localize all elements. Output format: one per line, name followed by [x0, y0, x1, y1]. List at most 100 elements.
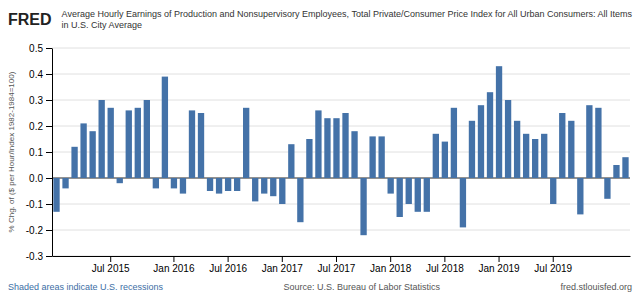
bar: [360, 178, 366, 235]
y-tick-label: -0.3: [26, 251, 44, 262]
grid-line: [52, 48, 630, 49]
x-tick-label: Jul 2015: [92, 263, 130, 274]
x-tick-mark: [553, 256, 554, 262]
x-tick-label: Jul 2019: [534, 263, 572, 274]
bar: [460, 178, 466, 227]
bar: [369, 136, 375, 178]
bar: [568, 121, 574, 178]
y-tick-mark: [46, 230, 52, 231]
y-tick: 0.4: [29, 69, 52, 80]
x-axis: Jul 2015Jan 2016Jul 2016Jan 2017Jul 2017…: [53, 256, 631, 274]
bar: [514, 121, 520, 178]
bar: [523, 134, 529, 178]
annotation: fred.stlouisfed.org: [560, 282, 632, 292]
bar: [162, 77, 168, 178]
bar: [550, 178, 556, 204]
bar: [153, 178, 159, 188]
x-tick-mark: [336, 256, 337, 262]
x-tick-label: Jul 2016: [209, 263, 247, 274]
bar: [180, 178, 186, 194]
x-tick: Jul 2019: [534, 256, 572, 274]
bar: [487, 92, 493, 178]
x-tick-label: Jan 2017: [262, 263, 304, 274]
y-tick-mark: [46, 100, 52, 101]
bar: [126, 110, 132, 178]
bar: [279, 178, 285, 204]
y-tick-label: 0.1: [29, 147, 43, 158]
bar: [424, 178, 430, 212]
y-tick-mark: [46, 48, 52, 49]
x-tick-mark: [499, 256, 500, 262]
bar: [342, 113, 348, 178]
grid-line: [52, 74, 630, 75]
bar: [595, 108, 601, 178]
bar: [189, 110, 195, 178]
y-tick-label: 0.5: [29, 43, 43, 54]
x-tick-mark: [173, 256, 174, 262]
bar: [496, 66, 502, 178]
bar: [71, 147, 77, 178]
bar: [433, 134, 439, 178]
y-tick: -0.2: [26, 225, 52, 236]
grid: [52, 48, 630, 256]
y-tick-label: 0.2: [29, 121, 43, 132]
chart: -0.3-0.2-0.10.00.10.20.30.40.5Jul 2015Ja…: [0, 40, 640, 276]
y-tick-label: 0.4: [29, 69, 43, 80]
bar: [234, 178, 240, 191]
bar: [397, 178, 403, 217]
bar: [324, 118, 330, 178]
bar: [216, 178, 222, 194]
bar: [622, 157, 628, 178]
y-tick: 0.1: [29, 147, 52, 158]
bar: [99, 100, 105, 178]
x-tick: Jul 2018: [426, 256, 464, 274]
bars: [53, 66, 628, 235]
plot: -0.3-0.2-0.10.00.10.20.30.40.5Jul 2015Ja…: [26, 43, 631, 274]
title: FRED: [8, 11, 52, 29]
bar: [333, 118, 339, 178]
bar: [406, 178, 412, 204]
bar: [252, 178, 258, 201]
bar: [171, 178, 177, 188]
bar: [144, 100, 150, 178]
y-tick-mark: [46, 74, 52, 75]
bar: [198, 113, 204, 178]
x-tick-label: Jul 2018: [426, 263, 464, 274]
bar: [135, 108, 141, 178]
subtitle: Average Hourly Earnings of Production an…: [62, 9, 632, 31]
x-tick-label: Jan 2018: [370, 263, 412, 274]
y-tick-label: 0.0: [29, 173, 43, 184]
x-tick: Jan 2017: [262, 256, 304, 274]
bar: [613, 165, 619, 178]
y-tick-mark: [46, 204, 52, 205]
bar: [351, 131, 357, 178]
bar: [505, 100, 511, 178]
bar: [388, 178, 394, 194]
bar: [532, 139, 538, 178]
bar: [225, 178, 231, 191]
bar: [451, 108, 457, 178]
x-tick-mark: [228, 256, 229, 262]
y-tick: 0.5: [29, 43, 52, 54]
bar: [541, 134, 547, 178]
y-tick-label: -0.1: [26, 199, 44, 210]
x-tick-label: Jan 2019: [478, 263, 520, 274]
bar: [261, 178, 267, 194]
y-axis-line: [52, 49, 53, 257]
bar: [586, 105, 592, 178]
x-tick-mark: [110, 256, 111, 262]
y-tick: -0.1: [26, 199, 52, 210]
bar: [89, 131, 95, 178]
bar: [442, 142, 448, 178]
x-tick: Jul 2017: [318, 256, 356, 274]
x-tick: Jan 2018: [370, 256, 412, 274]
bar: [478, 105, 484, 178]
y-axis-title: % Chg. of ($ per Hour/Index 1982-1984=10…: [7, 71, 16, 232]
grid-line: [52, 204, 630, 205]
x-tick-mark: [282, 256, 283, 262]
y-tick-mark: [46, 178, 52, 179]
x-tick-label: Jul 2017: [318, 263, 356, 274]
bar: [577, 178, 583, 214]
annotation: Source: U.S. Bureau of Labor Statistics: [283, 282, 440, 292]
bar: [62, 178, 68, 188]
